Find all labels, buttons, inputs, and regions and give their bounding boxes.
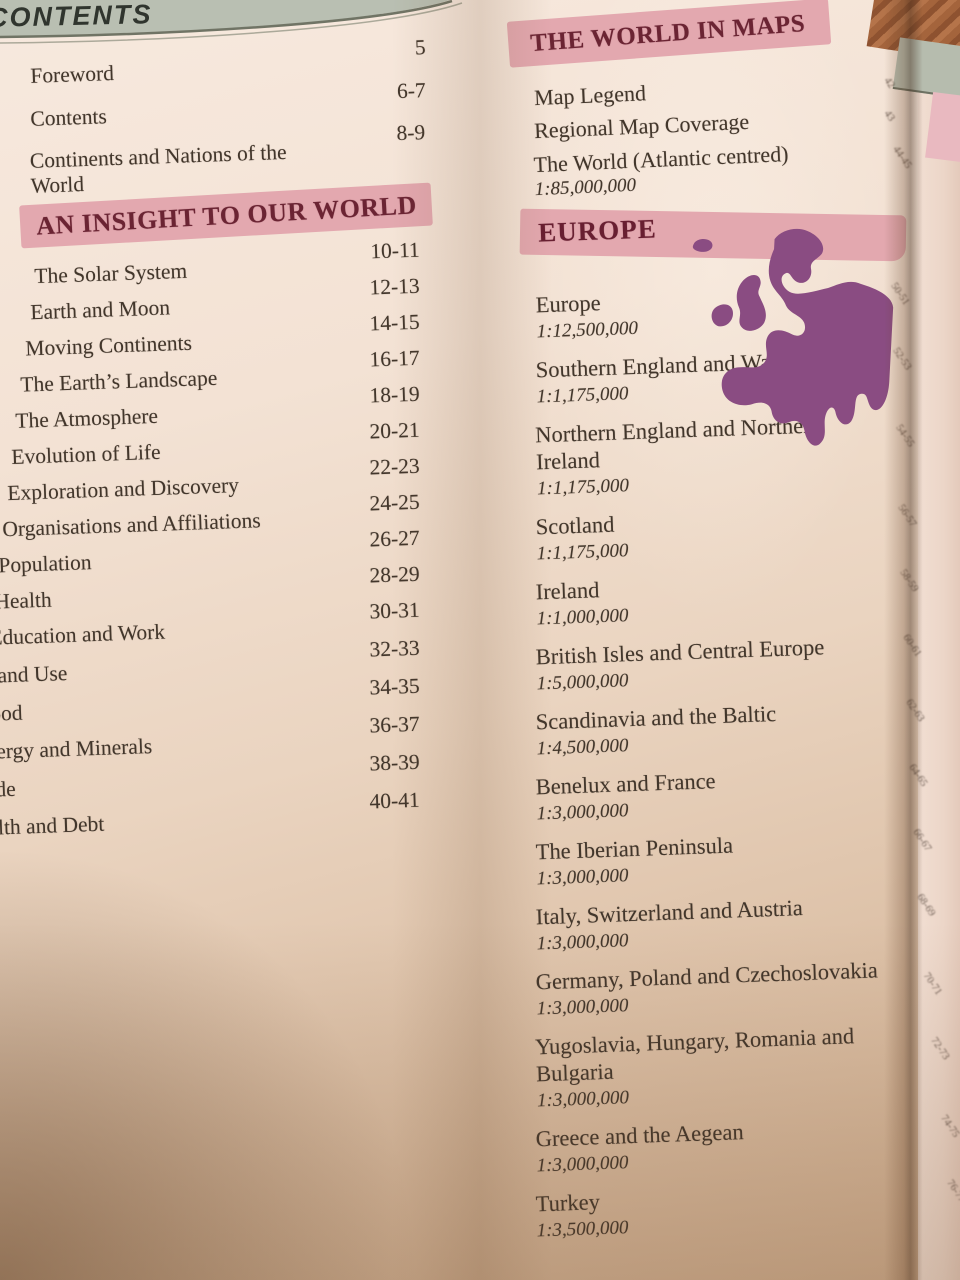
toc-entry-pages: 64-65 <box>906 762 930 789</box>
toc-entry-pages: 68-69 <box>914 892 938 919</box>
toc-entry-pages: 58-59 <box>897 567 921 595</box>
toc-entry-label: Contents <box>29 103 108 131</box>
toc-entry-pages: 8-9 <box>396 120 426 146</box>
masthead-band <box>0 0 463 44</box>
toc-row: The World (Atlantic centred) 1:85,000,00… <box>533 134 955 202</box>
toc-row: Greece and the Aegean 1:3,000,000 74-75 <box>535 1111 960 1178</box>
toc-entry-pages: 14-15 <box>369 309 421 336</box>
toc-entry-pages: 40-41 <box>369 787 421 814</box>
toc-entry-label: Food <box>0 700 23 727</box>
toc-entry-pages: 28-29 <box>369 561 421 588</box>
toc-entry-label: Wealth and Debt <box>0 811 105 841</box>
toc-entry-pages: 6-7 <box>396 77 427 103</box>
toc-entry-pages: 72-73 <box>928 1035 952 1063</box>
toc-entry-label: Yugoslavia, Hungary, Romania and Bulgari… <box>534 1023 855 1087</box>
toc-entry-pages: 54-55 <box>893 422 917 450</box>
toc-row: Scotland 1:1,175,000 56-57 <box>535 499 960 566</box>
contents-masthead: CONTENTS <box>0 0 153 33</box>
toc-entry-label: Land Use <box>0 661 68 688</box>
toc-entry-pages: 26-27 <box>369 525 421 552</box>
toc-entry-pages: 18-19 <box>369 381 421 408</box>
toc-entry-pages: 10-11 <box>369 237 421 264</box>
toc-row: Germany, Poland and Czechoslovakia 1:3,0… <box>535 954 960 1021</box>
toc-entry-pages: 24-25 <box>369 489 421 516</box>
insight-list: The Solar System 10-11 Earth and Moon 12-1… <box>0 238 422 841</box>
europe-map-icon <box>692 228 894 446</box>
toc-row: Ireland 1:1,000,000 58-59 <box>535 564 960 631</box>
toc-entry-label: Trade <box>0 776 17 803</box>
toc-entry-pages: 22-23 <box>369 453 421 480</box>
toc-entry-pages: 74-75 <box>938 1113 960 1140</box>
toc-entry-pages: 34-35 <box>369 673 421 700</box>
toc-entry-pages: 5 <box>414 35 427 60</box>
toc-row: Scandinavia and the Baltic 1:4,500,000 6… <box>535 694 960 761</box>
toc-entry-pages: 62-63 <box>903 697 927 724</box>
toc-entry-pages: 32-33 <box>369 635 421 662</box>
toc-entry-pages: 60-61 <box>900 632 924 660</box>
section-banner-world-in-maps: THE WORLD IN MAPS <box>506 0 832 68</box>
toc-entry-pages: 36-37 <box>369 711 421 738</box>
front-matter-list: Foreword 5 Contents 6-7 Continents and N… <box>29 35 427 198</box>
toc-entry-label: Continents and Nations of the World <box>29 140 287 199</box>
world-in-maps-list: Map Legend 42 Regional Map Coverage 43 T… <box>533 76 955 202</box>
toc-entry-pages: 16-17 <box>369 345 421 372</box>
toc-row: British Isles and Central Europe 1:5,000… <box>535 629 960 696</box>
section-title: EUROPE <box>537 213 658 248</box>
toc-row: Turkey 1:3,500,000 76-77 <box>535 1176 960 1243</box>
toc-row: Italy, Switzerland and Austria 1:3,000,0… <box>535 889 960 956</box>
toc-entry-label: Foreword <box>29 60 115 88</box>
toc-entry-pages: 38-39 <box>369 749 421 776</box>
toc-entry-pages: 12-13 <box>369 273 421 300</box>
toc-row: The Iberian Peninsula 1:3,000,000 66-67 <box>535 824 960 891</box>
toc-row: Yugoslavia, Hungary, Romania and Bulgari… <box>535 1019 960 1113</box>
toc-row: Benelux and France 1:3,000,000 64-65 <box>535 759 960 826</box>
toc-entry-pages: 66-67 <box>910 827 934 854</box>
toc-entry-pages: 30-31 <box>369 597 421 624</box>
toc-entry-pages: 76-77 <box>944 1178 960 1205</box>
toc-entry-pages: 56-57 <box>895 502 919 530</box>
section-title: THE WORLD IN MAPS <box>529 10 807 58</box>
toc-entry-pages: 20-21 <box>369 417 421 444</box>
